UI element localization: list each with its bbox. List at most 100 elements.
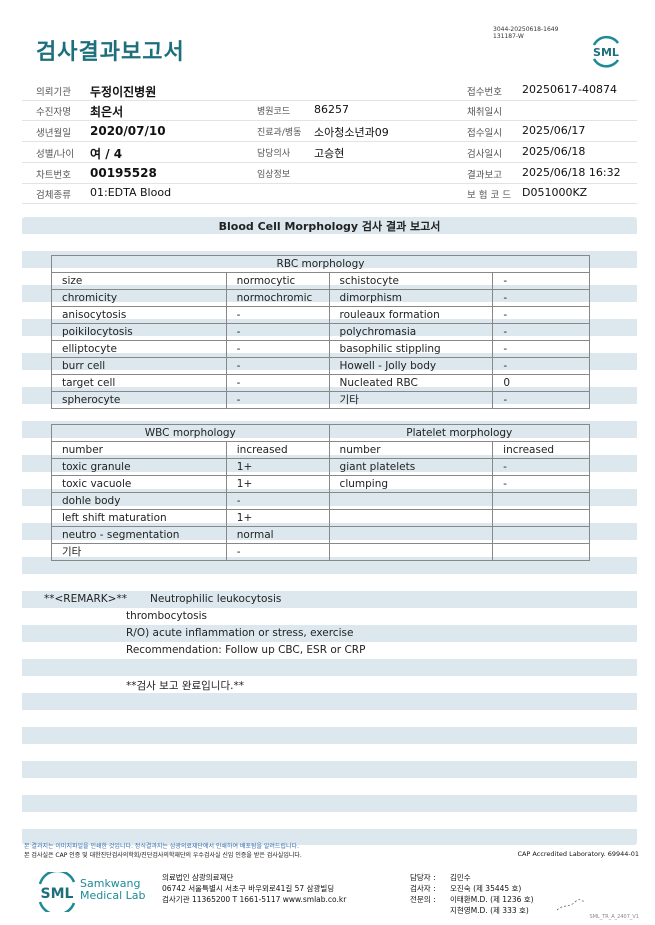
cell-name: giant platelets (328, 458, 494, 476)
notice-cap: 본 검사실은 CAP 인증 및 대한진단검사의학회/진단검사의학재단의 우수검사… (24, 852, 302, 859)
staff-role: 담당자 : (410, 873, 436, 882)
cell-name: neutro - segmentation (51, 526, 227, 544)
table-row: number increased number increased (51, 441, 590, 459)
cell-name: size (51, 272, 227, 290)
info-label: 검체종류 (36, 190, 71, 201)
platelet-header: Platelet morphology (328, 424, 591, 442)
cell-value: - (492, 475, 590, 493)
cell-value: normochromic (225, 289, 330, 307)
rbc-header: RBC morphology (51, 255, 590, 273)
cell-name: left shift maturation (51, 509, 227, 527)
cell-name: spherocyte (51, 391, 227, 409)
staff-name: 이태환M.D. (제 1236 호) (450, 895, 534, 904)
table-row: spherocyte - 기타 - (51, 391, 590, 409)
cell-name: rouleaux formation (328, 306, 494, 324)
staff-row: 검사자 : 오진숙 (제 35445 호) (410, 883, 534, 894)
cell-value (492, 492, 590, 510)
cell-value: - (225, 357, 330, 375)
cell-name (328, 492, 494, 510)
cell-name (328, 509, 494, 527)
cell-value: 1+ (225, 475, 330, 493)
table-row: neutro - segmentation normal (51, 526, 590, 544)
rbc-morphology-table: RBC morphology size normocytic schistocyte… (51, 255, 590, 409)
info-value: 두정이진병원 (90, 85, 157, 99)
org-name: 의료법인 삼광의료재단 (162, 873, 234, 882)
cell-value: - (492, 391, 590, 409)
info-row: 수진자명 최은서 병원코드 86257 채취일시 (22, 100, 637, 121)
info-label: 임상정보 (257, 170, 291, 180)
cell-value: - (225, 492, 330, 510)
info-row: 성별/나이 여 / 4 담당의사 고승현 검사일시 2025/06/18 (22, 142, 637, 163)
cell-value: - (225, 543, 330, 561)
form-version: SML_TR_A_2407_V1 (589, 914, 639, 920)
info-value: 86257 (314, 103, 349, 116)
cell-name: 기타 (51, 543, 227, 561)
staff-name: 지현영M.D. (제 333 호) (450, 906, 529, 915)
cell-name: clumping (328, 475, 494, 493)
cell-value: - (225, 391, 330, 409)
staff-row: 지현영M.D. (제 333 호) (410, 905, 534, 916)
cell-name: polychromasia (328, 323, 494, 341)
cell-value: - (492, 272, 590, 290)
cell-name: elliptocyte (51, 340, 227, 358)
info-value: 2025/06/18 (522, 145, 586, 158)
wbc-platelet-table: WBC morphology Platelet morphology number… (51, 424, 591, 561)
info-row: 의뢰기관 두정이진병원 접수번호 20250617-40874 (22, 80, 637, 101)
remark-line: **검사 보고 완료입니다.** (126, 680, 244, 692)
cell-value: - (225, 323, 330, 341)
info-label: 수진자명 (36, 107, 71, 118)
staff-row: 담당자 : 김민수 (410, 872, 534, 883)
info-value: 01:EDTA Blood (90, 186, 172, 199)
info-label: 의뢰기관 (36, 87, 71, 98)
info-row: 생년월일 2020/07/10 진료과/병동 소아청소년과09 접수일시 2025/06/… (22, 121, 637, 142)
cell-name (328, 526, 494, 544)
cell-value: - (492, 458, 590, 476)
cell-value: - (492, 340, 590, 358)
remark-line: Recommendation: Follow up CBC, ESR or CR… (126, 644, 366, 656)
remark-label: **<REMARK>** (44, 593, 127, 605)
cell-value: - (225, 306, 330, 324)
svg-text:SML: SML (41, 886, 74, 902)
cell-value: - (492, 306, 590, 324)
cell-name: dohle body (51, 492, 227, 510)
lab-name-2: Medical Lab (80, 889, 146, 902)
cap-accreditation: CAP Accredited Laboratory. 69944-01 (517, 850, 639, 858)
svg-text:SML: SML (593, 46, 619, 59)
info-value: 20250617-40874 (522, 83, 617, 96)
table-row: target cell - Nucleated RBC 0 (51, 374, 590, 392)
info-label: 차트번호 (36, 170, 71, 181)
info-row: 차트번호 00195528 임상정보 결과보고 2025/06/18 16:32 (22, 163, 637, 184)
cell-value (492, 526, 590, 544)
staff-role: 전문의 : (410, 895, 436, 904)
cell-name: number (328, 441, 494, 459)
wbc-header: WBC morphology (51, 424, 330, 442)
cell-name: toxic vacuole (51, 475, 227, 493)
cell-value: 1+ (225, 458, 330, 476)
cell-value: normal (225, 526, 330, 544)
info-value: 여 / 4 (90, 147, 123, 161)
notice-image: 본 결과지는 이미지파일을 인쇄한 것입니다. 정식결과지는 삼광의료재단에서 … (24, 843, 299, 850)
cell-value: - (492, 289, 590, 307)
info-label: 병원코드 (257, 107, 291, 117)
info-label: 성별/나이 (36, 149, 75, 160)
staff-name: 오진숙 (제 35445 호) (450, 884, 522, 893)
section-title: Blood Cell Morphology 검사 결과 보고서 (218, 220, 441, 233)
signature-icon (556, 899, 585, 911)
staff-row: 전문의 : 이태환M.D. (제 1236 호) (410, 894, 534, 905)
info-value: 2025/06/18 16:32 (522, 166, 621, 179)
info-label: 진료과/병동 (257, 128, 302, 138)
table-row: dohle body - (51, 492, 590, 510)
remark-line: Neutrophilic leukocytosis (150, 593, 282, 605)
info-row: 검체종류 01:EDTA Blood 보 험 코 드 D051000KZ (22, 183, 637, 204)
cell-name: toxic granule (51, 458, 227, 476)
info-value: 00195528 (90, 166, 157, 180)
address: 06742 서울특별시 서초구 바우뫼로41길 57 삼광빌딩 (162, 884, 335, 893)
info-value: 소아청소년과09 (314, 126, 389, 139)
info-label: 검사일시 (467, 149, 502, 160)
info-value: D051000KZ (522, 186, 588, 199)
table-row: toxic vacuole 1+ clumping - (51, 475, 590, 493)
cell-value (492, 509, 590, 527)
page-title: 검사결과보고서 (36, 40, 185, 65)
info-label: 생년월일 (36, 128, 71, 139)
